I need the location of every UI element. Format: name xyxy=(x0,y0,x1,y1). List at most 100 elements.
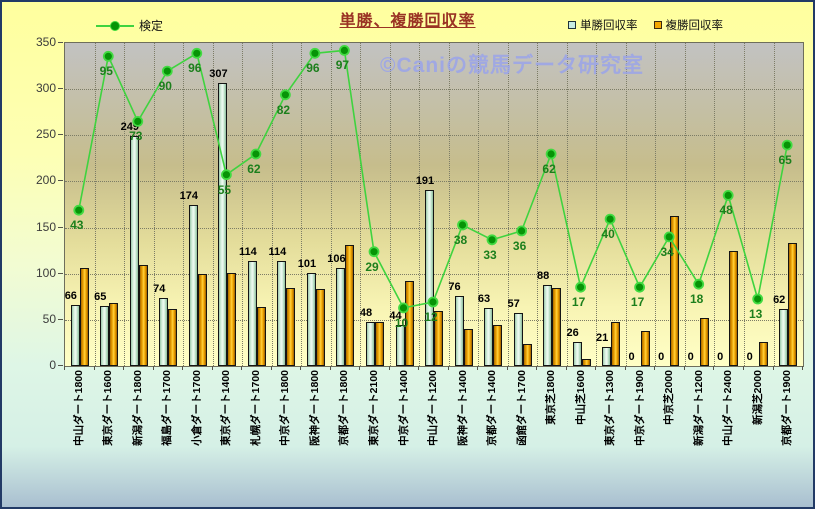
x-axis-tick xyxy=(388,366,390,370)
fukusho-bar[interactable] xyxy=(168,308,178,366)
fukusho-bar[interactable] xyxy=(109,303,119,366)
gridline-vertical xyxy=(419,43,421,366)
fukusho-bar[interactable] xyxy=(256,306,266,366)
y-axis-tick xyxy=(58,88,63,90)
bar-value-label: 249 xyxy=(120,121,139,134)
tansho-bar[interactable] xyxy=(218,82,228,366)
tansho-bar[interactable] xyxy=(159,297,169,366)
tansho-bar[interactable] xyxy=(572,342,582,366)
gridline-vertical xyxy=(478,43,480,366)
legend-kentei[interactable]: 検定 xyxy=(96,17,163,34)
x-axis-label: 新潟ダート1800 xyxy=(131,370,144,446)
legend-tansho[interactable]: 単勝回収率 xyxy=(568,17,638,33)
x-axis-label: 東京ダート2100 xyxy=(368,370,380,446)
fukusho-bar[interactable] xyxy=(315,288,325,366)
x-axis-label: 東京ダート1300 xyxy=(604,370,617,446)
x-axis-tick xyxy=(447,366,449,370)
x-axis-tick xyxy=(624,366,626,370)
legend-bar-series: 単勝回収率 複勝回収率 xyxy=(568,17,723,33)
gridline-vertical xyxy=(625,43,627,366)
bar-value-label: 57 xyxy=(507,298,520,311)
fukusho-bar[interactable] xyxy=(670,215,680,366)
fukusho-bar[interactable] xyxy=(758,342,768,366)
y-axis-label: 350 xyxy=(35,35,56,49)
bar-value-label: 0 xyxy=(746,351,753,363)
tansho-bar[interactable] xyxy=(70,305,80,366)
tansho-bar[interactable] xyxy=(366,321,375,366)
fukusho-bar[interactable] xyxy=(197,273,207,366)
bar-value-label: 26 xyxy=(566,327,579,339)
x-axis-tick xyxy=(93,366,95,370)
tansho-bar[interactable] xyxy=(336,268,346,366)
y-axis-tick xyxy=(58,226,63,228)
x-axis-label: 阪神ダート1400 xyxy=(456,370,469,446)
x-axis-tick xyxy=(329,366,331,370)
fukusho-bar[interactable] xyxy=(375,321,384,366)
tansho-bar[interactable] xyxy=(602,346,612,366)
chart-title: 単勝、複勝回収率 xyxy=(339,13,476,30)
fukusho-bar[interactable] xyxy=(434,310,443,366)
bar-value-label: 0 xyxy=(717,351,724,363)
fukusho-bar[interactable] xyxy=(227,272,237,366)
x-axis-label: 札幌ダート1700 xyxy=(249,370,262,446)
x-axis-label: 京都ダート1400 xyxy=(486,370,498,446)
tansho-bar[interactable] xyxy=(188,205,198,366)
tansho-bar[interactable] xyxy=(247,260,257,366)
gridline-vertical xyxy=(183,43,185,366)
tansho-bar[interactable] xyxy=(513,313,523,366)
legend-kentei-label: 検定 xyxy=(139,19,164,33)
tansho-bar[interactable] xyxy=(454,295,464,366)
y-axis-label: 0 xyxy=(49,358,56,372)
x-axis-tick xyxy=(211,366,213,370)
bar-value-label: 0 xyxy=(658,351,665,363)
x-axis-label: 中京ダート1800 xyxy=(279,370,292,446)
x-axis-tick xyxy=(477,366,479,370)
fukusho-bar[interactable] xyxy=(699,318,709,366)
x-axis-tick xyxy=(152,366,154,370)
legend-fukusho[interactable]: 複勝回収率 xyxy=(653,17,723,33)
kentei-legend-marker-icon xyxy=(96,20,134,32)
fukusho-bar[interactable] xyxy=(788,243,798,366)
x-axis-tick xyxy=(182,366,184,370)
y-axis-tick xyxy=(58,318,63,320)
bar-value-label: 74 xyxy=(153,282,166,295)
fukusho-bar[interactable] xyxy=(286,287,296,366)
tansho-bar[interactable] xyxy=(395,325,405,366)
fukusho-bar[interactable] xyxy=(79,268,89,366)
tansho-bar[interactable] xyxy=(129,136,139,366)
y-axis-tick xyxy=(58,134,63,136)
fukusho-bar[interactable] xyxy=(463,329,473,366)
fukusho-bar[interactable] xyxy=(611,321,621,366)
fukusho-legend-swatch-icon xyxy=(653,21,662,29)
x-axis-label: 新潟ダート1200 xyxy=(692,370,705,446)
fukusho-bar[interactable] xyxy=(729,250,739,366)
kentei-legend-dot xyxy=(110,20,120,31)
x-axis-label: 小倉ダート1700 xyxy=(190,370,203,446)
tansho-bar[interactable] xyxy=(779,308,789,366)
fukusho-bar[interactable] xyxy=(581,358,591,366)
fukusho-bar[interactable] xyxy=(493,324,502,366)
x-axis-tick xyxy=(743,366,744,370)
tansho-bar[interactable] xyxy=(100,306,110,366)
x-axis-tick xyxy=(123,366,124,370)
fukusho-bar[interactable] xyxy=(640,330,650,366)
fukusho-bar[interactable] xyxy=(138,264,148,366)
fukusho-bar[interactable] xyxy=(522,343,532,366)
x-axis-label: 中山ダート2400 xyxy=(722,370,735,446)
fukusho-bar[interactable] xyxy=(404,281,414,366)
gridline-horizontal xyxy=(65,89,803,91)
y-axis-label: 200 xyxy=(35,173,56,188)
tansho-bar[interactable] xyxy=(277,260,287,366)
tansho-bar[interactable] xyxy=(543,284,553,366)
gridline-vertical xyxy=(124,43,125,366)
gridline-vertical xyxy=(596,43,598,366)
x-axis-label: 阪神ダート1800 xyxy=(308,370,321,446)
bar-value-label: 114 xyxy=(268,245,287,258)
tansho-bar[interactable] xyxy=(484,307,493,366)
tansho-bar[interactable] xyxy=(425,189,434,366)
y-axis-label: 100 xyxy=(35,265,56,280)
gridline-vertical xyxy=(94,43,96,366)
gridline-vertical xyxy=(301,43,303,366)
tansho-bar[interactable] xyxy=(306,272,316,366)
